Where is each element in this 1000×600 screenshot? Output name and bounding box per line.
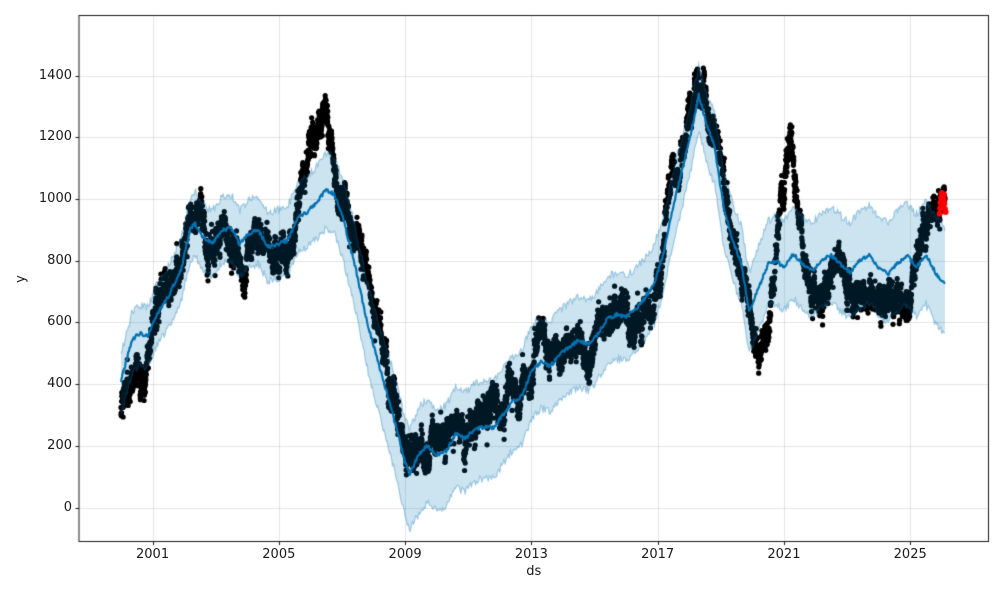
x-tick-label: 2013 [514, 547, 548, 562]
y-tick-label: 1200 [38, 129, 72, 145]
x-tick-label: 2009 [388, 547, 422, 562]
y-tick-label: 1400 [38, 67, 72, 83]
y-tick-label: 0 [63, 499, 72, 515]
x-tick-label: 2001 [136, 547, 170, 562]
y-tick-label: 400 [47, 376, 72, 392]
x-axis-label: ds [526, 564, 542, 579]
x-tick-label: 2021 [767, 547, 801, 562]
x-tick-label: 2005 [262, 547, 296, 562]
y-tick-label: 800 [47, 252, 72, 268]
x-tick-label: 2017 [641, 547, 675, 562]
y-tick-label: 200 [47, 437, 72, 453]
y-tick-label: 1000 [38, 191, 72, 207]
y-tick-label: 600 [47, 314, 72, 330]
x-tick-label: 2025 [893, 547, 927, 562]
y-axis-label: y [13, 274, 29, 283]
